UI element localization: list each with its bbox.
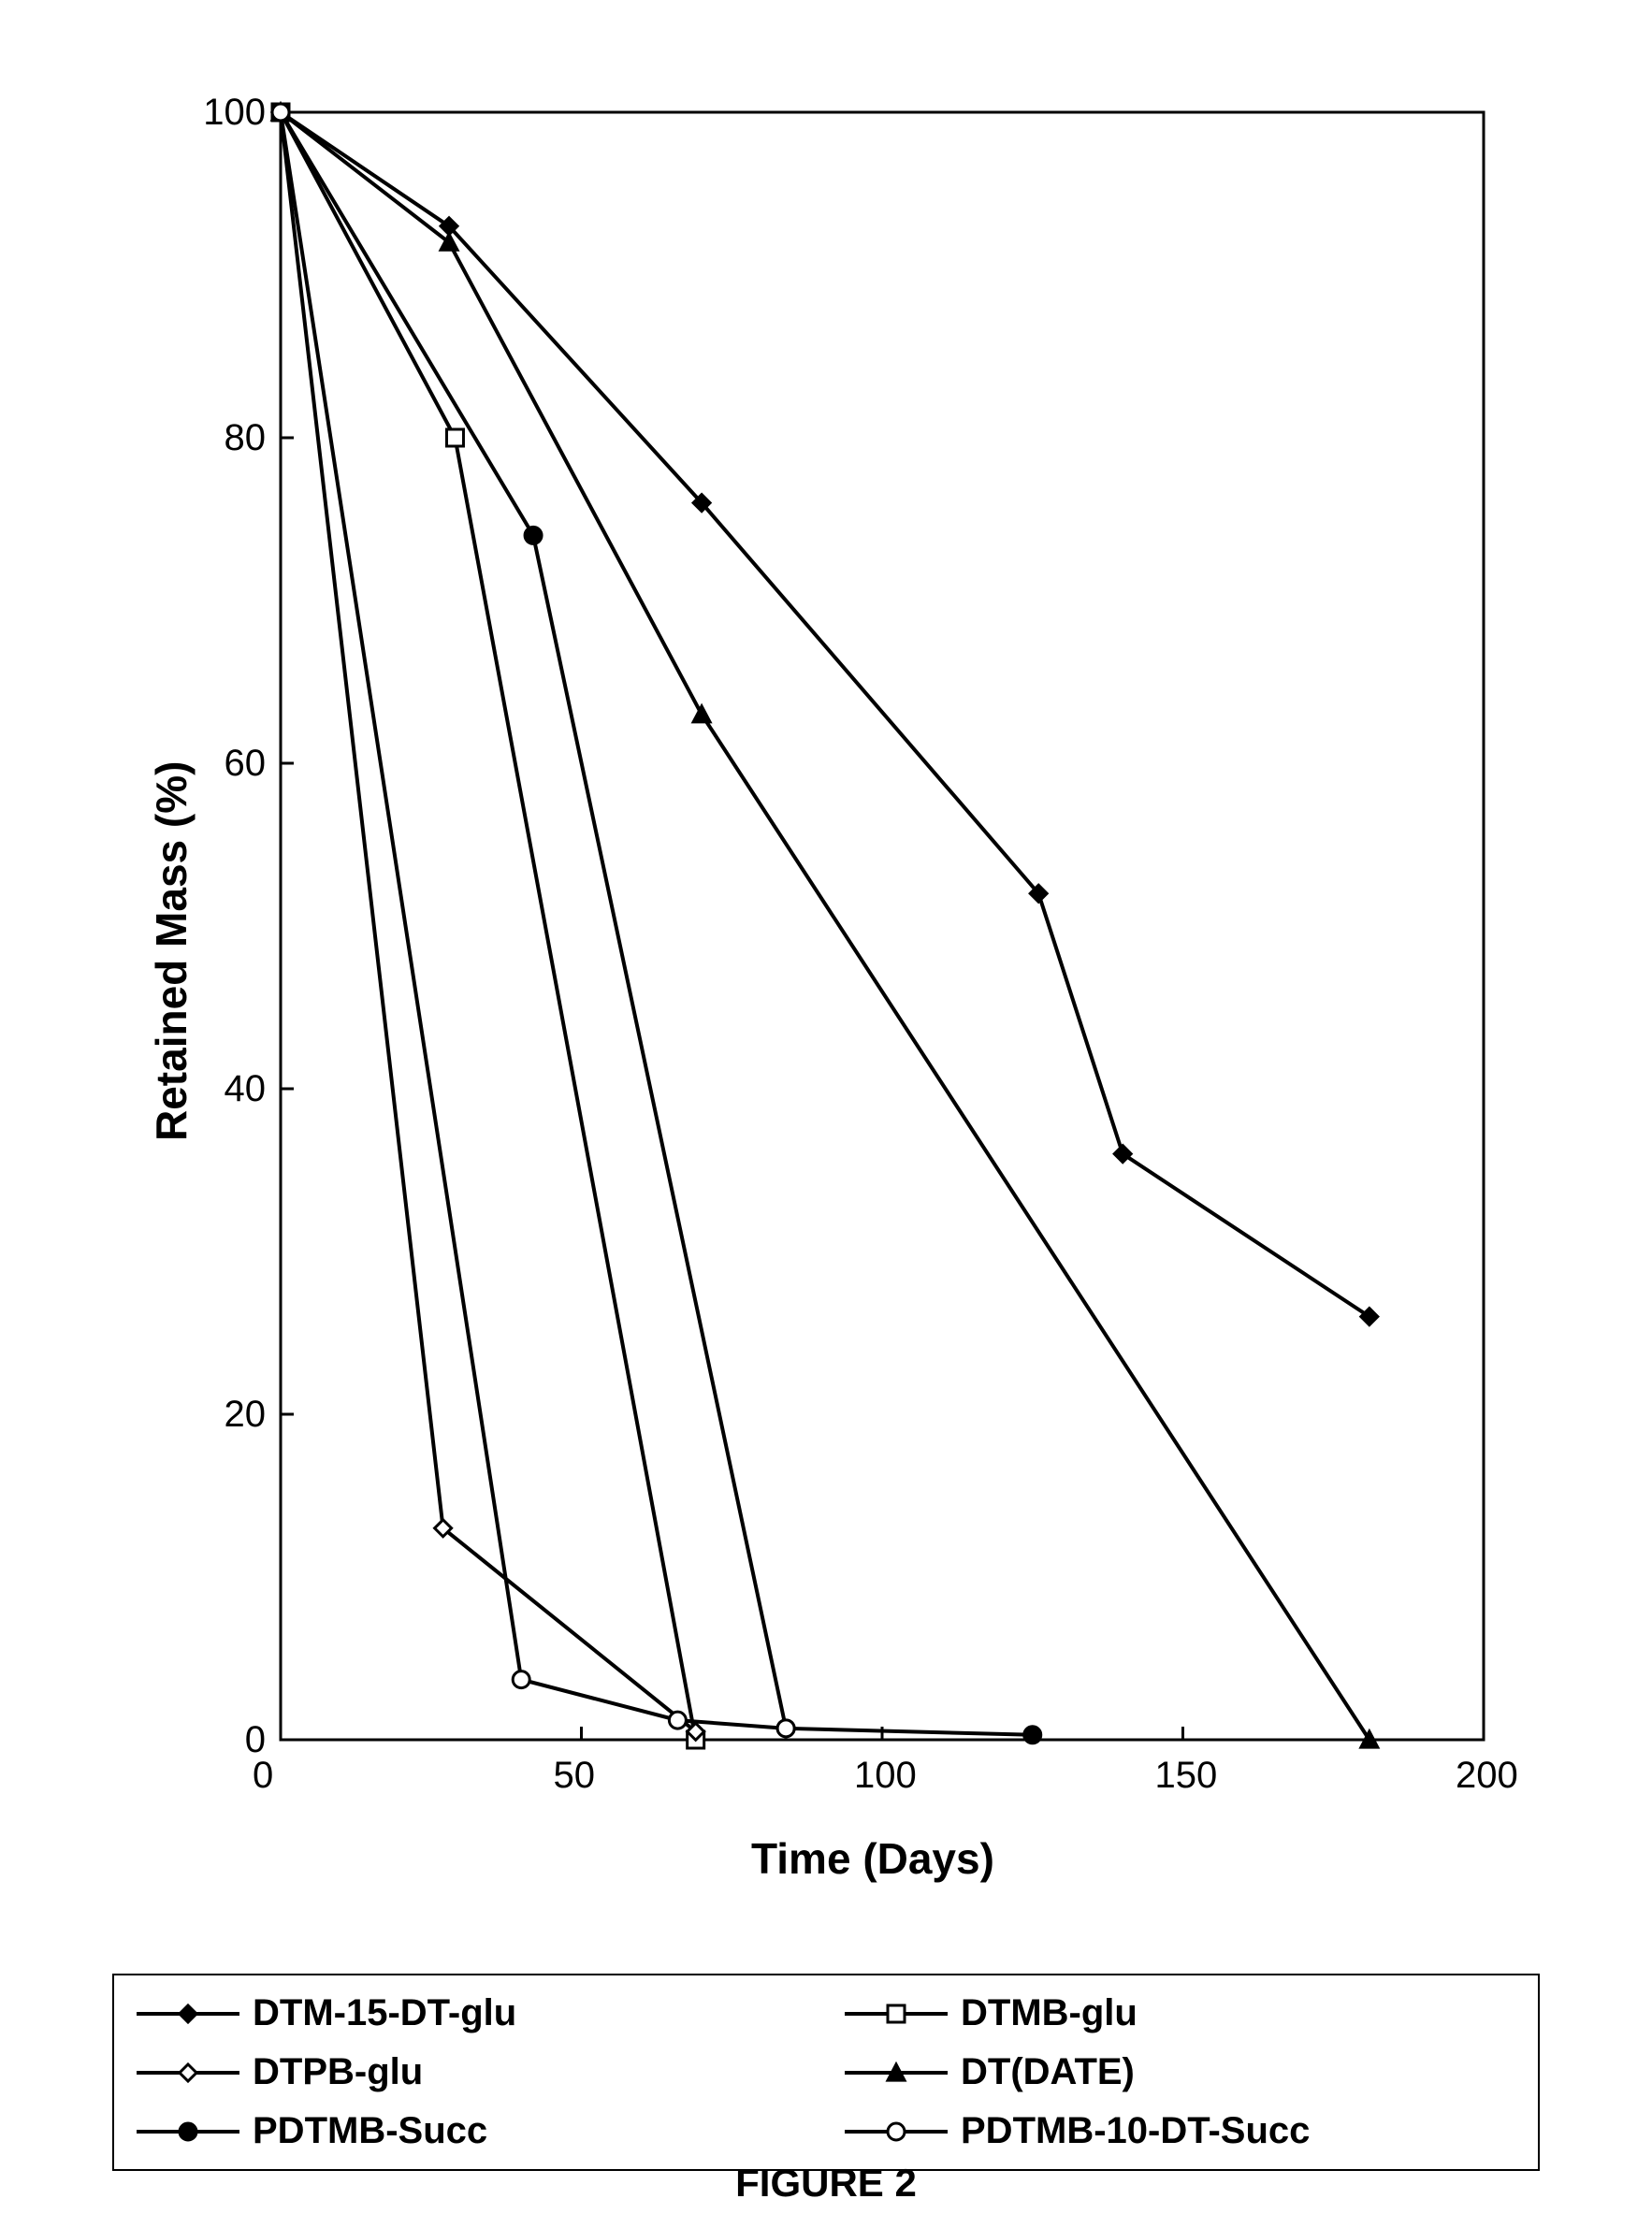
y-tick-label: 100 [203, 92, 266, 134]
y-tick-label: 40 [225, 1068, 267, 1110]
legend-label: PDTMB-10-DT-Succ [961, 2110, 1310, 2152]
legend-swatch [137, 1995, 239, 2033]
legend-item-pdtmb-succ: PDTMB-Succ [137, 2110, 807, 2152]
x-tick-label: 150 [1155, 1755, 1218, 1797]
y-tick-label: 60 [225, 743, 267, 785]
x-tick-label: 100 [854, 1755, 917, 1797]
legend-item-dt-date: DT(DATE) [845, 2051, 1515, 2093]
legend-swatch [845, 2054, 948, 2091]
legend-swatch [137, 2113, 239, 2150]
y-axis-label: Retained Mass (%) [146, 761, 196, 1141]
legend-item-dtm-15-dt-glu: DTM-15-DT-glu [137, 1992, 807, 2034]
x-axis-label: Time (Days) [751, 1833, 994, 1884]
legend-swatch [845, 1995, 948, 2033]
y-tick-label: 0 [245, 1719, 266, 1761]
x-tick-label: 200 [1456, 1755, 1518, 1797]
x-tick-label: 50 [554, 1755, 596, 1797]
legend: DTM-15-DT-glu DTMB-glu DTPB-glu DT(DATE) PDT… [112, 1974, 1540, 2171]
legend-item-dtpb-glu: DTPB-glu [137, 2051, 807, 2093]
line-chart: Retained Mass (%) Time (Days) 0 50 100 150 2… [112, 75, 1540, 1946]
chart-svg [112, 75, 1540, 1946]
legend-label: DT(DATE) [961, 2051, 1135, 2093]
legend-label: DTM-15-DT-glu [253, 1992, 516, 2034]
legend-swatch [137, 2054, 239, 2091]
legend-label: DTMB-glu [961, 1992, 1138, 2034]
figure-caption: FIGURE 2 [0, 2161, 1652, 2206]
page: Retained Mass (%) Time (Days) 0 50 100 150 2… [0, 0, 1652, 2228]
y-tick-label: 80 [225, 417, 267, 459]
legend-label: PDTMB-Succ [253, 2110, 487, 2152]
legend-item-dtmb-glu: DTMB-glu [845, 1992, 1515, 2034]
y-tick-label: 20 [225, 1394, 267, 1436]
legend-swatch [845, 2113, 948, 2150]
legend-item-pdtmb-10-dt-succ: PDTMB-10-DT-Succ [845, 2110, 1515, 2152]
legend-label: DTPB-glu [253, 2051, 423, 2093]
